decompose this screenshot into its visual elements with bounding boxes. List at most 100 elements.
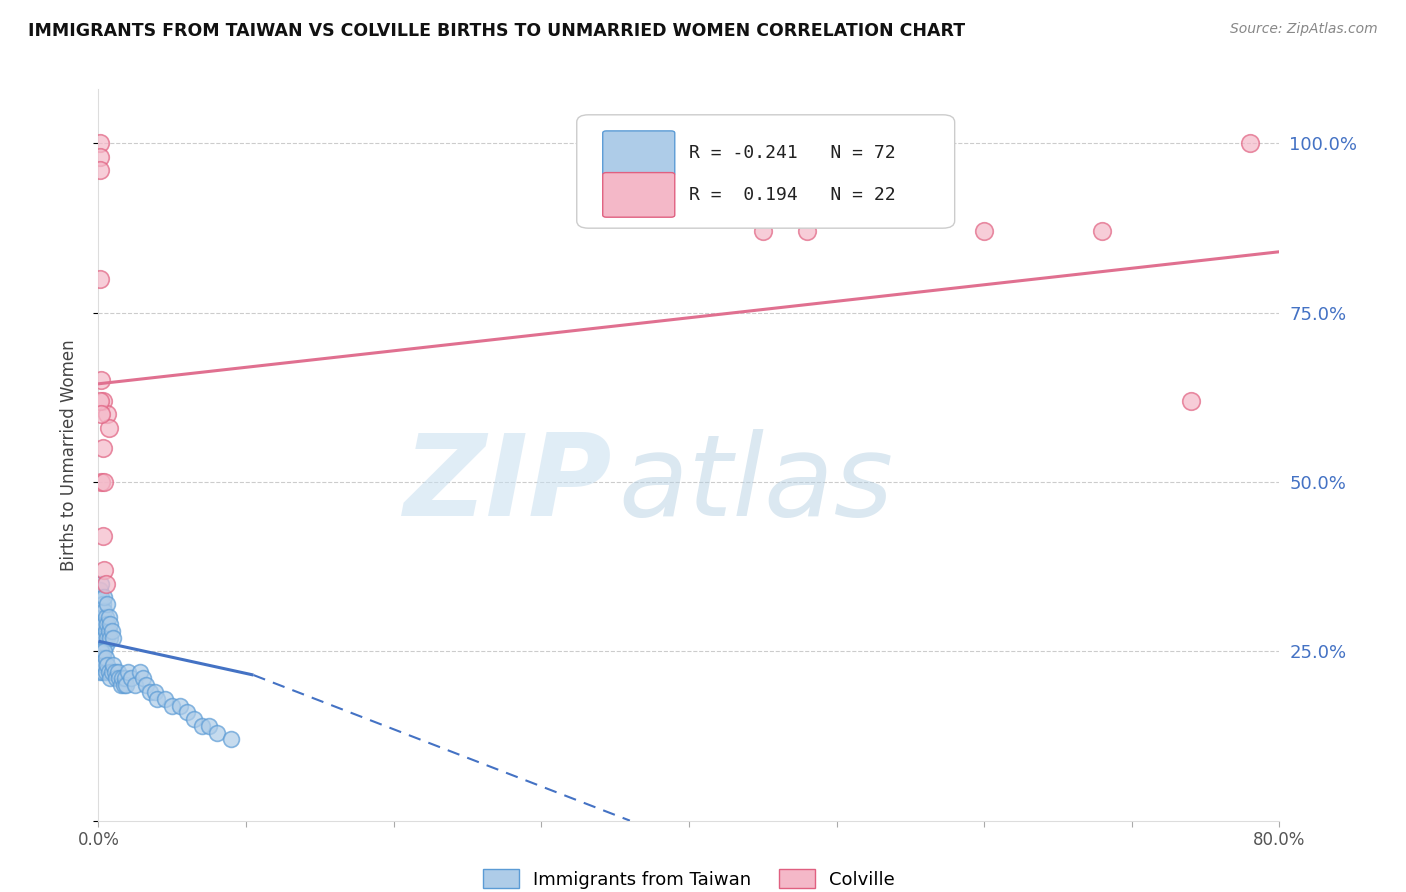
Point (132, 672, 155, 686)
FancyBboxPatch shape (603, 131, 675, 176)
Point (94, 624, 117, 638)
Point (117, 665, 139, 679)
Point (96, 407, 118, 421)
Point (90, 407, 112, 421)
Point (91, 393, 114, 408)
Point (89, 136, 111, 151)
Point (96, 597, 118, 611)
Text: ZIP: ZIP (404, 429, 612, 540)
Point (90, 590, 112, 604)
Point (973, 224, 995, 238)
Point (198, 719, 221, 733)
Point (94, 638, 117, 652)
Point (103, 631, 125, 645)
Point (90, 373, 112, 387)
Point (91, 644, 114, 658)
Point (94, 651, 117, 665)
Point (107, 665, 129, 679)
Text: Source: ZipAtlas.com: Source: ZipAtlas.com (1230, 22, 1378, 37)
Point (93, 475, 115, 489)
Point (110, 678, 132, 692)
Point (191, 719, 214, 733)
Point (90, 475, 112, 489)
Point (115, 678, 138, 692)
Point (97, 610, 120, 624)
Point (97, 421, 120, 435)
Point (139, 685, 162, 699)
Point (91, 651, 114, 665)
Point (91, 610, 114, 624)
Point (89, 624, 111, 638)
Point (143, 685, 166, 699)
Point (111, 672, 134, 686)
Point (91, 441, 114, 455)
Point (90, 576, 112, 591)
Point (108, 672, 131, 686)
FancyBboxPatch shape (576, 115, 955, 228)
Point (90, 657, 112, 672)
Point (90, 644, 112, 658)
Point (93, 631, 115, 645)
Point (153, 691, 176, 706)
Point (105, 672, 128, 686)
Point (89, 665, 111, 679)
Point (91, 597, 114, 611)
Point (103, 657, 125, 672)
Point (89, 610, 111, 624)
Point (89, 651, 111, 665)
Point (176, 706, 198, 720)
Point (124, 678, 146, 692)
Point (89, 583, 111, 598)
Point (135, 678, 157, 692)
Text: IMMIGRANTS FROM TAIWAN VS COLVILLE BIRTHS TO UNMARRIED WOMEN CORRELATION CHART: IMMIGRANTS FROM TAIWAN VS COLVILLE BIRTH… (28, 22, 966, 40)
Point (96, 631, 118, 645)
Point (146, 691, 169, 706)
Text: R = -0.241   N = 72: R = -0.241 N = 72 (689, 144, 896, 161)
Point (89, 597, 111, 611)
Point (90, 631, 112, 645)
Point (96, 657, 118, 672)
Point (796, 224, 818, 238)
Point (219, 732, 242, 747)
Point (97, 665, 120, 679)
Point (97, 624, 120, 638)
Point (91, 665, 114, 679)
Point (90, 604, 112, 618)
Point (93, 604, 115, 618)
Point (128, 665, 150, 679)
Point (1180, 393, 1202, 408)
Point (112, 678, 135, 692)
Point (1091, 224, 1114, 238)
Point (104, 665, 127, 679)
Point (89, 638, 111, 652)
Point (120, 672, 142, 686)
Point (96, 617, 118, 632)
Point (98, 631, 121, 645)
Point (89, 272, 111, 286)
Point (90, 617, 112, 632)
Point (94, 576, 117, 591)
Point (205, 725, 228, 739)
Point (93, 590, 115, 604)
Point (100, 665, 122, 679)
Point (100, 624, 122, 638)
Text: R =  0.194   N = 22: R = 0.194 N = 22 (689, 186, 896, 203)
Point (93, 657, 115, 672)
Point (93, 563, 115, 577)
Point (89, 150, 111, 164)
Point (93, 644, 115, 658)
Legend: Immigrants from Taiwan, Colville: Immigrants from Taiwan, Colville (475, 862, 903, 892)
Point (94, 665, 117, 679)
Point (98, 672, 121, 686)
FancyBboxPatch shape (603, 172, 675, 218)
Point (91, 529, 114, 543)
Text: atlas: atlas (619, 429, 893, 540)
Point (183, 712, 205, 726)
Point (89, 163, 111, 178)
Point (162, 698, 183, 713)
Point (169, 698, 191, 713)
Point (1239, 136, 1261, 151)
Point (114, 672, 136, 686)
Point (751, 224, 773, 238)
Point (93, 617, 115, 632)
